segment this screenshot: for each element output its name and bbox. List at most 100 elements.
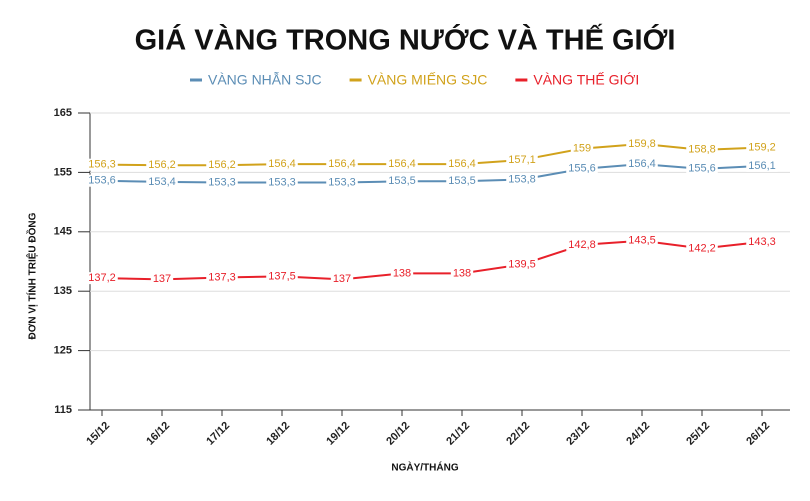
series-line xyxy=(101,163,763,184)
data-label-bg xyxy=(206,176,238,189)
x-tick-label: 22/12 xyxy=(504,420,532,448)
data-label-bg xyxy=(390,267,414,280)
data-label: 137,2 xyxy=(88,272,116,284)
data-label-bg xyxy=(386,175,418,188)
data-label: 156,4 xyxy=(448,158,476,170)
data-label-bg xyxy=(450,267,474,280)
data-label-bg xyxy=(266,158,298,171)
data-label-group: 156,4 xyxy=(386,158,418,171)
data-label-bg xyxy=(566,238,598,251)
data-label-group: 153,3 xyxy=(206,176,238,189)
data-label: 158,8 xyxy=(688,144,716,156)
y-tick-label: 165 xyxy=(54,107,72,119)
data-label-bg xyxy=(506,258,538,271)
data-label-bg xyxy=(570,142,594,155)
data-label-group: 142,2 xyxy=(686,242,718,255)
x-tick-label: 17/12 xyxy=(204,420,232,448)
data-label: 143,3 xyxy=(748,236,776,248)
data-label-group: 153,6 xyxy=(86,175,118,187)
data-label: 137 xyxy=(153,273,171,285)
series-line xyxy=(101,142,763,167)
data-label: 156,1 xyxy=(748,160,776,172)
data-label-bg xyxy=(86,272,118,285)
data-label-group: 153,5 xyxy=(386,175,418,188)
data-label-bg xyxy=(446,175,478,188)
data-label: 156,2 xyxy=(148,159,176,171)
data-label: 159,8 xyxy=(628,138,656,150)
data-label-bg xyxy=(146,159,178,172)
data-label: 138 xyxy=(393,267,411,279)
data-label: 137,3 xyxy=(208,271,236,283)
data-label-bg xyxy=(386,158,418,171)
data-label-group: 159,8 xyxy=(626,138,658,150)
data-label: 155,6 xyxy=(568,163,596,175)
x-tick-label: 23/12 xyxy=(564,420,592,448)
data-label: 153,6 xyxy=(88,175,116,187)
data-label-group: 156,2 xyxy=(206,159,238,172)
y-axis-title: ĐƠN VỊ TÍNH TRIỆU ĐỒNG xyxy=(26,212,39,339)
data-label-group: 137,5 xyxy=(266,270,298,283)
data-label: 142,8 xyxy=(568,239,596,251)
y-tick-label: 115 xyxy=(54,404,72,416)
data-label-bg xyxy=(626,137,658,150)
data-label-bg xyxy=(326,176,358,189)
data-label: 153,3 xyxy=(208,176,236,188)
x-tick-label: 21/12 xyxy=(444,420,472,448)
x-tick-label: 20/12 xyxy=(384,420,412,448)
data-label-group: 156,4 xyxy=(326,158,358,171)
data-label: 153,5 xyxy=(448,175,476,187)
data-label-bg xyxy=(150,273,174,286)
y-tick-label: 125 xyxy=(54,345,72,357)
data-label-bg xyxy=(746,141,778,154)
data-label-bg xyxy=(506,173,538,186)
x-tick-label: 19/12 xyxy=(324,420,352,448)
data-label: 153,3 xyxy=(328,176,356,188)
data-label-bg xyxy=(506,153,538,166)
data-label: 153,5 xyxy=(388,175,416,187)
data-label-group: 156,3 xyxy=(86,159,118,171)
data-label: 156,4 xyxy=(268,158,296,170)
y-tick-label: 135 xyxy=(54,285,72,297)
data-label-group: 159,2 xyxy=(746,141,778,154)
data-label-group: 137 xyxy=(150,273,174,286)
data-label-bg xyxy=(86,174,118,187)
data-label-group: 156,2 xyxy=(146,159,178,172)
data-label-group: 153,3 xyxy=(326,176,358,189)
y-tick-label: 145 xyxy=(54,226,72,238)
data-label-group: 153,4 xyxy=(146,176,178,188)
data-label-bg xyxy=(326,158,358,171)
data-label-group: 137,3 xyxy=(206,271,238,284)
data-label-bg xyxy=(746,159,778,172)
data-label-bg xyxy=(566,162,598,175)
data-label: 137 xyxy=(333,273,351,285)
x-tick-label: 26/12 xyxy=(744,420,772,448)
data-label: 156,4 xyxy=(328,158,356,170)
x-tick-label: 24/12 xyxy=(624,420,652,448)
data-label-group: 159 xyxy=(570,142,594,155)
data-label: 156,3 xyxy=(88,159,116,171)
legend-label: VÀNG THẾ GIỚI xyxy=(533,72,639,88)
data-label: 143,5 xyxy=(628,235,656,247)
data-label-group: 155,6 xyxy=(686,163,718,175)
data-label-group: 138 xyxy=(390,267,414,280)
data-label-group: 137 xyxy=(330,273,354,286)
data-label: 156,2 xyxy=(208,159,236,171)
data-label: 139,5 xyxy=(508,258,536,270)
data-label: 155,6 xyxy=(688,163,716,175)
data-label-group: 155,6 xyxy=(566,163,598,175)
data-label-group: 156,4 xyxy=(266,158,298,171)
data-label-group: 156,4 xyxy=(626,158,658,171)
data-label: 157,1 xyxy=(508,154,536,166)
chart-title: GIÁ VÀNG TRONG NƯỚC VÀ THẾ GIỚI xyxy=(135,23,676,57)
data-label-group: 139,5 xyxy=(506,258,538,271)
series-line xyxy=(101,239,763,281)
data-label-bg xyxy=(86,158,118,171)
data-label: 159,2 xyxy=(748,141,776,153)
data-label-bg xyxy=(746,235,778,248)
data-label-bg xyxy=(266,270,298,283)
data-label-group: 142,8 xyxy=(566,239,598,251)
x-tick-label: 25/12 xyxy=(684,420,712,448)
data-label-bg xyxy=(206,271,238,284)
data-label: 138 xyxy=(453,267,471,279)
data-label-bg xyxy=(686,242,718,255)
